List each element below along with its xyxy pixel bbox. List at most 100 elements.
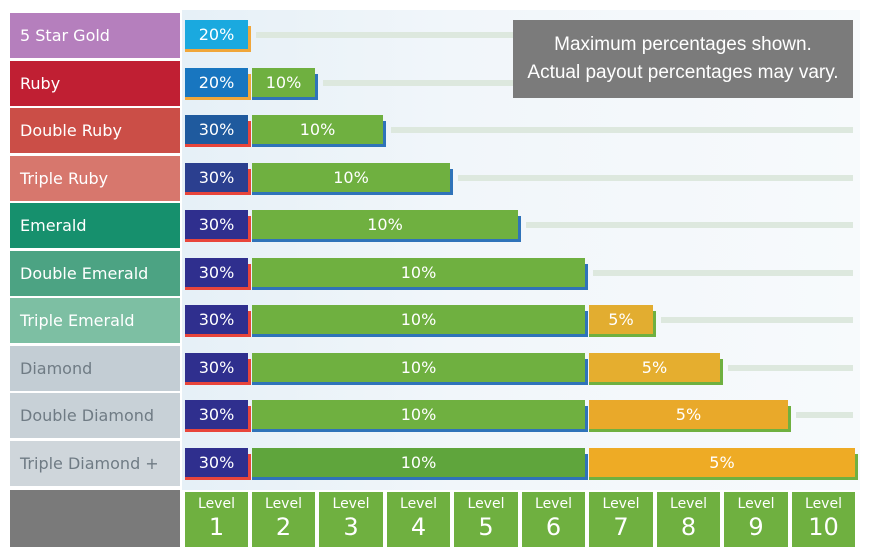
bar-accent-underline	[252, 144, 386, 147]
payout-bar-label: 10%	[400, 262, 437, 282]
level-track	[526, 222, 853, 228]
bar-accent-underline	[589, 429, 791, 432]
bar-accent-edge	[720, 358, 723, 385]
payout-bar-label: 10%	[299, 120, 336, 139]
payout-bar: 10%	[252, 67, 318, 100]
bar-accent-underline	[252, 191, 453, 195]
level-track	[661, 317, 853, 323]
note-line-2: Actual payout percentages may vary.	[527, 62, 839, 83]
payout-bar: 20%	[185, 67, 251, 100]
payout-bar-label: 30%	[198, 120, 235, 139]
payout-bar: 5%	[589, 447, 858, 480]
bar-accent-underline	[589, 334, 656, 337]
level-header: Level 4	[387, 492, 450, 547]
level-track	[728, 364, 853, 371]
level-header: Level 3	[319, 492, 383, 547]
payout-bar-label: 10%	[400, 310, 437, 329]
bar-accent-edge	[248, 453, 251, 480]
bar-accent-edge	[450, 168, 453, 195]
level-header: Level 5	[454, 492, 518, 547]
payout-bar: 30%	[185, 400, 251, 432]
payout-bar: 5%	[589, 305, 656, 337]
bar-accent-underline	[185, 334, 251, 337]
bar-accent-underline	[589, 476, 858, 480]
level-header: Level 10	[792, 492, 855, 547]
level-header: Level 1	[185, 492, 248, 547]
payout-bar-label: 10%	[333, 167, 369, 187]
level-header: Level 9	[724, 492, 788, 547]
payout-bar: 30%	[185, 352, 251, 385]
rank-label: 5 Star Gold	[10, 13, 180, 58]
level-number: 7	[613, 513, 629, 541]
payout-bar-label: 5%	[709, 452, 735, 472]
level-track	[593, 269, 853, 276]
rank-label: Double Diamond	[10, 393, 180, 438]
payout-bar: 30%	[185, 115, 251, 147]
level-header: Level 6	[522, 492, 585, 547]
level-header: Level 2	[252, 492, 315, 547]
payout-bar: 10%	[252, 400, 588, 432]
level-header-blank	[10, 490, 180, 547]
payout-bar: 30%	[185, 162, 251, 195]
bar-accent-underline	[252, 96, 318, 100]
level-word: Level	[602, 496, 640, 512]
level-word: Level	[332, 496, 370, 512]
level-word: Level	[198, 496, 235, 512]
payout-bar-label: 10%	[265, 72, 302, 92]
payout-bar: 10%	[252, 305, 588, 337]
bar-accent-underline	[185, 381, 251, 385]
level-word: Level	[265, 496, 302, 512]
bar-accent-edge	[248, 73, 251, 100]
payout-bar-label: 10%	[400, 357, 437, 377]
payout-bar: 10%	[252, 162, 453, 195]
payout-bar: 10%	[252, 257, 588, 290]
bar-accent-edge	[248, 406, 251, 432]
level-number: 3	[343, 513, 359, 541]
bar-accent-underline	[252, 286, 588, 290]
payout-bar-label: 20%	[198, 72, 235, 92]
payout-bar: 30%	[185, 305, 251, 337]
payout-bar: 20%	[185, 20, 251, 52]
payout-bar-label: 5%	[641, 357, 668, 377]
level-number: 5	[478, 513, 494, 541]
payout-bar-label: 30%	[198, 262, 235, 282]
rank-label: Double Emerald	[10, 250, 180, 296]
level-header: Level 7	[589, 492, 653, 547]
payout-bar-label: 10%	[400, 405, 437, 424]
payout-bar: 30%	[185, 447, 251, 480]
payout-bar-label: 5%	[675, 405, 702, 424]
rank-label: Emerald	[10, 203, 180, 248]
rank-label: Diamond	[10, 345, 180, 391]
bar-accent-edge	[248, 168, 251, 195]
level-number: 4	[410, 513, 427, 541]
level-number: 1	[208, 513, 225, 541]
rank-label: Double Ruby	[10, 108, 180, 153]
payout-bar: 10%	[252, 352, 588, 385]
level-word: Level	[805, 496, 842, 512]
payout-bar: 30%	[185, 257, 251, 290]
bar-accent-edge	[248, 121, 251, 147]
bar-accent-underline	[252, 381, 588, 385]
level-number: 6	[545, 513, 562, 541]
bar-accent-underline	[589, 381, 723, 385]
level-word: Level	[737, 496, 775, 512]
payout-bar-label: 30%	[198, 405, 235, 424]
bar-accent-underline	[185, 96, 251, 100]
bar-accent-edge	[248, 26, 251, 52]
bar-accent-edge	[855, 453, 858, 480]
bar-accent-edge	[585, 406, 588, 432]
payout-bar-label: 30%	[198, 452, 235, 472]
bar-accent-edge	[585, 358, 588, 385]
level-track	[458, 174, 853, 181]
bar-accent-edge	[248, 263, 251, 290]
bar-accent-edge	[383, 121, 386, 147]
payout-bar-label: 30%	[198, 357, 235, 377]
bar-accent-underline	[185, 429, 251, 432]
level-word: Level	[535, 496, 572, 512]
level-word: Level	[400, 496, 437, 512]
note-line-1: Maximum percentages shown.	[554, 34, 812, 55]
bar-accent-underline	[185, 239, 251, 242]
level-word: Level	[670, 496, 707, 512]
payout-bar: 10%	[252, 115, 386, 147]
